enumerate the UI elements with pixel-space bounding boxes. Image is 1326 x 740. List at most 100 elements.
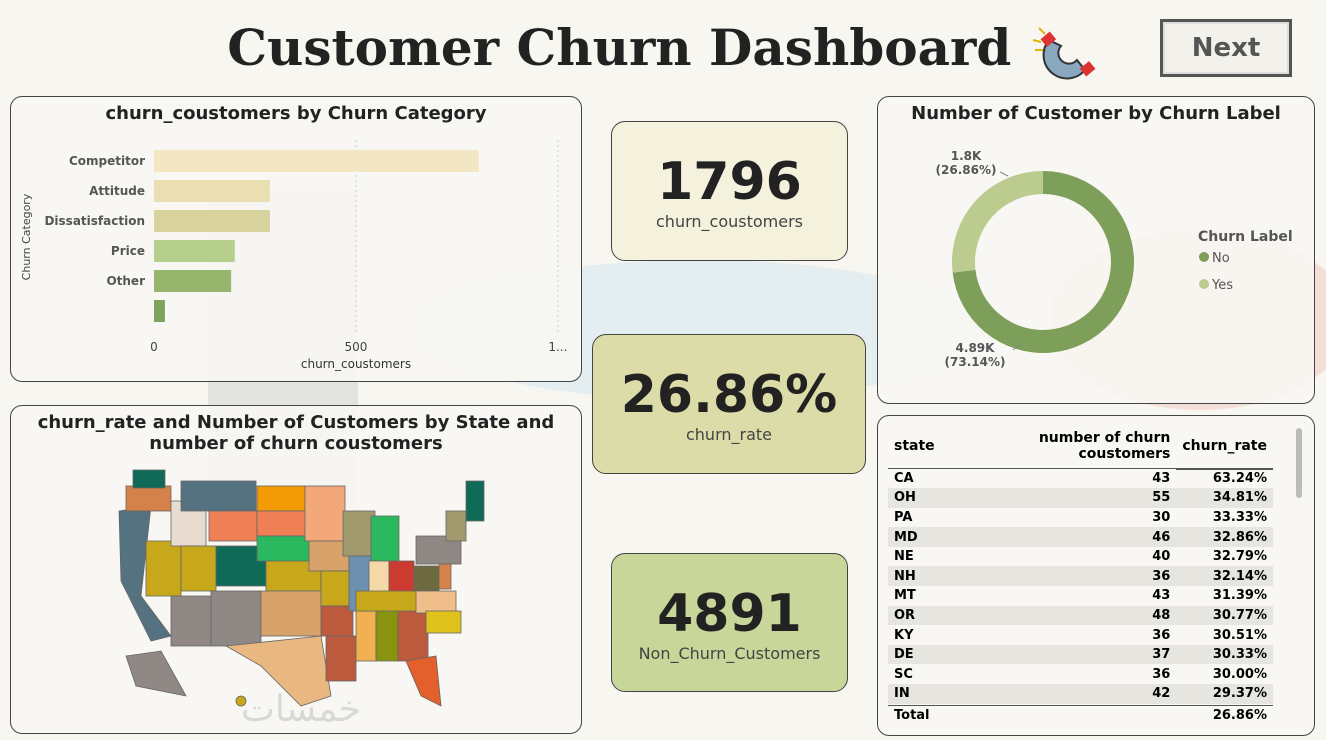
- legend-swatch: [1199, 252, 1209, 262]
- kpi-card: 1796 churn_coustomers: [611, 121, 848, 261]
- table-cell: MT: [894, 588, 916, 604]
- kpi-label: churn_coustomers: [656, 212, 803, 231]
- table-cell: 30.00%: [1212, 666, 1267, 682]
- total-rate: 26.86%: [1212, 708, 1267, 723]
- bar: [154, 240, 235, 262]
- table-cell: 34.81%: [1212, 490, 1267, 506]
- column-header: state: [894, 438, 935, 454]
- table-cell: 30.77%: [1212, 607, 1267, 623]
- legend-entry: Yes: [1211, 278, 1233, 293]
- kpi-card: 4891 Non_Churn_Customers: [611, 553, 848, 692]
- legend-swatch: [1199, 279, 1209, 289]
- legend-entry: No: [1212, 251, 1230, 266]
- table-body: state number of churn coustomers churn_rat…: [888, 428, 1273, 706]
- map-panel: churn_rate and Number of Customers by St…: [10, 405, 582, 734]
- donut-slice: [952, 171, 1043, 273]
- table-cell: 30.51%: [1212, 627, 1267, 643]
- table-cell: 29.37%: [1212, 686, 1267, 702]
- table-row: SC 36 30.00%: [888, 664, 1273, 684]
- y-tick-label: Attitude: [89, 184, 145, 198]
- column-header: number of churn coustomers: [1038, 430, 1171, 462]
- y-axis-label: Churn Category: [20, 193, 33, 280]
- bar: [154, 210, 270, 232]
- table-cell: 43: [1152, 471, 1171, 487]
- table-cell: 42: [1152, 686, 1171, 702]
- table-cell: 32.14%: [1212, 568, 1267, 584]
- donut-panel: Number of Customer by Churn Label: [877, 96, 1315, 404]
- table-cell: 55: [1152, 490, 1171, 506]
- table-cell: 32.86%: [1212, 529, 1267, 545]
- table-cell: OR: [894, 607, 916, 623]
- table-panel: state number of churn coustomers churn_rat…: [877, 415, 1315, 736]
- table-cell: OH: [894, 490, 916, 506]
- y-tick-label: Competitor: [69, 154, 145, 168]
- watermark: خمسات: [241, 689, 361, 730]
- data-label: 1.8K (26.86%): [936, 149, 997, 177]
- table-row: DE 37 30.33%: [888, 644, 1273, 665]
- table-cell: NE: [894, 549, 914, 565]
- y-tick-label: Other: [106, 274, 145, 288]
- table-cell: 33.33%: [1212, 509, 1267, 525]
- title: Customer Churn Dashboard: [0, 18, 1326, 84]
- scrollbar[interactable]: [1296, 428, 1302, 498]
- table-row: PA 30 33.33%: [888, 508, 1273, 528]
- table-cell: 36: [1152, 568, 1171, 584]
- table-row: MT 43 31.39%: [888, 586, 1273, 606]
- bar: [154, 270, 232, 292]
- leader-line: [999, 171, 1009, 177]
- bar: [154, 180, 270, 202]
- next-button[interactable]: Next: [1160, 19, 1292, 77]
- table-row: NH 36 32.14%: [888, 566, 1273, 587]
- table-row: OR 48 30.77%: [888, 605, 1273, 626]
- x-tick-label: 1...: [548, 340, 567, 354]
- panel-title: Number of Customer by Churn Label: [911, 103, 1281, 124]
- table-cell: MD: [894, 529, 918, 545]
- data-label: 4.89K (73.14%): [945, 341, 1006, 369]
- table-cell: CA: [894, 471, 914, 487]
- kpi-value: 4891: [657, 584, 802, 644]
- kpi-value: 26.86%: [620, 365, 838, 425]
- table-cell: 36: [1152, 666, 1171, 682]
- kpi-label: Non_Churn_Customers: [638, 644, 821, 663]
- table-cell: 63.24%: [1212, 471, 1267, 487]
- table-cell: NH: [894, 568, 916, 584]
- data-table: state number of churn coustomers churn_rat…: [888, 428, 1273, 706]
- table-cell: 37: [1152, 647, 1171, 663]
- table-cell: 43: [1152, 588, 1171, 604]
- table-cell: 48: [1152, 607, 1171, 623]
- y-tick-label: Price: [111, 244, 145, 258]
- kpi-value: 1796: [657, 152, 802, 212]
- table-cell: 46: [1152, 529, 1171, 545]
- table-cell: 32.79%: [1212, 549, 1267, 565]
- table-cell: PA: [894, 509, 913, 525]
- us-map: خمسات: [118, 469, 485, 730]
- bar-panel: churn_coustomers by Churn Category: [10, 96, 582, 382]
- panel-title: churn_coustomers by Churn Category: [105, 103, 487, 124]
- column-header: churn_rate: [1176, 428, 1273, 470]
- table-row: KY 36 30.51%: [888, 625, 1273, 645]
- table-cell: 30: [1152, 509, 1171, 525]
- table-cell: 36: [1152, 627, 1171, 643]
- total-row: Total 26.86%: [888, 705, 1273, 726]
- table-cell: DE: [894, 647, 914, 663]
- kpi-label: churn_rate: [685, 425, 772, 444]
- bar: [154, 300, 165, 322]
- leader-line: [1012, 343, 1022, 351]
- legend-title: Churn Label: [1198, 229, 1293, 245]
- table-cell: IN: [894, 686, 910, 702]
- title-text: Customer Churn Dashboard: [227, 18, 1012, 77]
- table-row: NE 40 32.79%: [888, 547, 1273, 567]
- y-tick-label: Dissatisfaction: [44, 214, 145, 228]
- table-row: IN 42 29.37%: [888, 684, 1273, 704]
- total-label: Total: [894, 708, 930, 723]
- x-axis-label: churn_coustomers: [301, 357, 411, 371]
- table-cell: 30.33%: [1212, 647, 1267, 663]
- magnet-icon: [1032, 27, 1096, 80]
- kpi-card: 26.86% churn_rate: [592, 334, 866, 474]
- x-tick-label: 500: [344, 340, 367, 354]
- table-row: MD 46 32.86%: [888, 527, 1273, 547]
- panel-title: churn_rate and Number of Customers by St…: [37, 412, 555, 454]
- table-row: CA 43 63.24%: [888, 469, 1273, 489]
